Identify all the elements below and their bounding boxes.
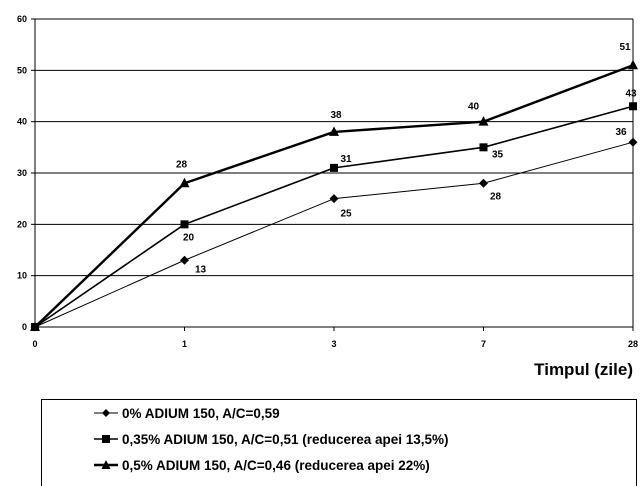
diamond-marker-icon <box>94 409 118 417</box>
legend: 0% ADIUM 150, A/C=0,59 0,35% ADIUM 150, … <box>41 399 637 486</box>
y-tick-label: 20 <box>17 219 27 229</box>
x-axis-title: Timpul (zile) <box>534 360 633 379</box>
square-marker-icon <box>94 435 118 443</box>
series-markers <box>30 59 638 332</box>
triangle-marker <box>329 126 339 136</box>
y-tick-label: 0 <box>22 322 27 332</box>
gridlines <box>35 18 633 277</box>
square-marker <box>629 102 637 111</box>
square-marker <box>479 143 488 152</box>
diamond-marker <box>180 255 189 265</box>
legend-label-series-2: 0,35% ADIUM 150, A/C=0,51 (reducerea ape… <box>122 431 449 447</box>
data-label: 13 <box>195 264 207 275</box>
data-labels: 13 25 28 36 20 31 35 43 28 38 40 51 <box>176 42 637 275</box>
x-tick-label: 28 <box>628 339 638 349</box>
series-line-2 <box>34 105 634 328</box>
diamond-marker <box>329 194 339 204</box>
square-marker <box>180 220 189 229</box>
triangle-marker <box>478 116 489 126</box>
data-label: 40 <box>468 102 480 113</box>
legend-item-series-1: 0% ADIUM 150, A/C=0,59 <box>94 403 280 423</box>
triangle-marker <box>179 177 190 188</box>
data-label: 36 <box>615 127 627 138</box>
y-tick-label: 60 <box>17 14 27 24</box>
data-label: 31 <box>340 154 352 165</box>
x-tick-label: 7 <box>481 339 486 349</box>
diamond-marker <box>628 137 638 147</box>
square-marker <box>330 163 338 172</box>
diamond-marker <box>479 178 488 188</box>
x-tick-label: 3 <box>331 339 336 349</box>
x-tick-label: 0 <box>32 339 37 349</box>
y-axis-ticks: 0 10 20 30 40 50 60 <box>17 14 35 332</box>
data-label: 38 <box>330 110 342 121</box>
data-label: 43 <box>625 88 637 99</box>
data-label: 28 <box>176 159 188 170</box>
y-tick-label: 10 <box>17 271 27 281</box>
legend-label-series-3: 0,5% ADIUM 150, A/C=0,46 (reducerea apei… <box>122 457 430 473</box>
data-label: 25 <box>340 209 352 220</box>
triangle-marker <box>30 321 40 331</box>
legend-item-series-2: 0,35% ADIUM 150, A/C=0,51 (reducerea ape… <box>94 429 449 449</box>
y-tick-label: 30 <box>17 168 27 178</box>
legend-item-series-3: 0,5% ADIUM 150, A/C=0,46 (reducerea apei… <box>94 455 430 475</box>
x-tick-label: 1 <box>182 339 187 349</box>
data-label: 51 <box>619 42 631 53</box>
y-tick-label: 50 <box>17 65 27 75</box>
triangle-marker <box>628 59 638 70</box>
y-tick-label: 40 <box>17 117 27 127</box>
x-axis-ticks: 0 1 3 7 28 <box>32 327 638 349</box>
data-label: 20 <box>183 232 195 243</box>
data-label: 35 <box>492 149 504 160</box>
data-label: 28 <box>490 191 502 202</box>
legend-label-series-1: 0% ADIUM 150, A/C=0,59 <box>122 405 280 421</box>
triangle-marker-icon <box>94 460 118 469</box>
